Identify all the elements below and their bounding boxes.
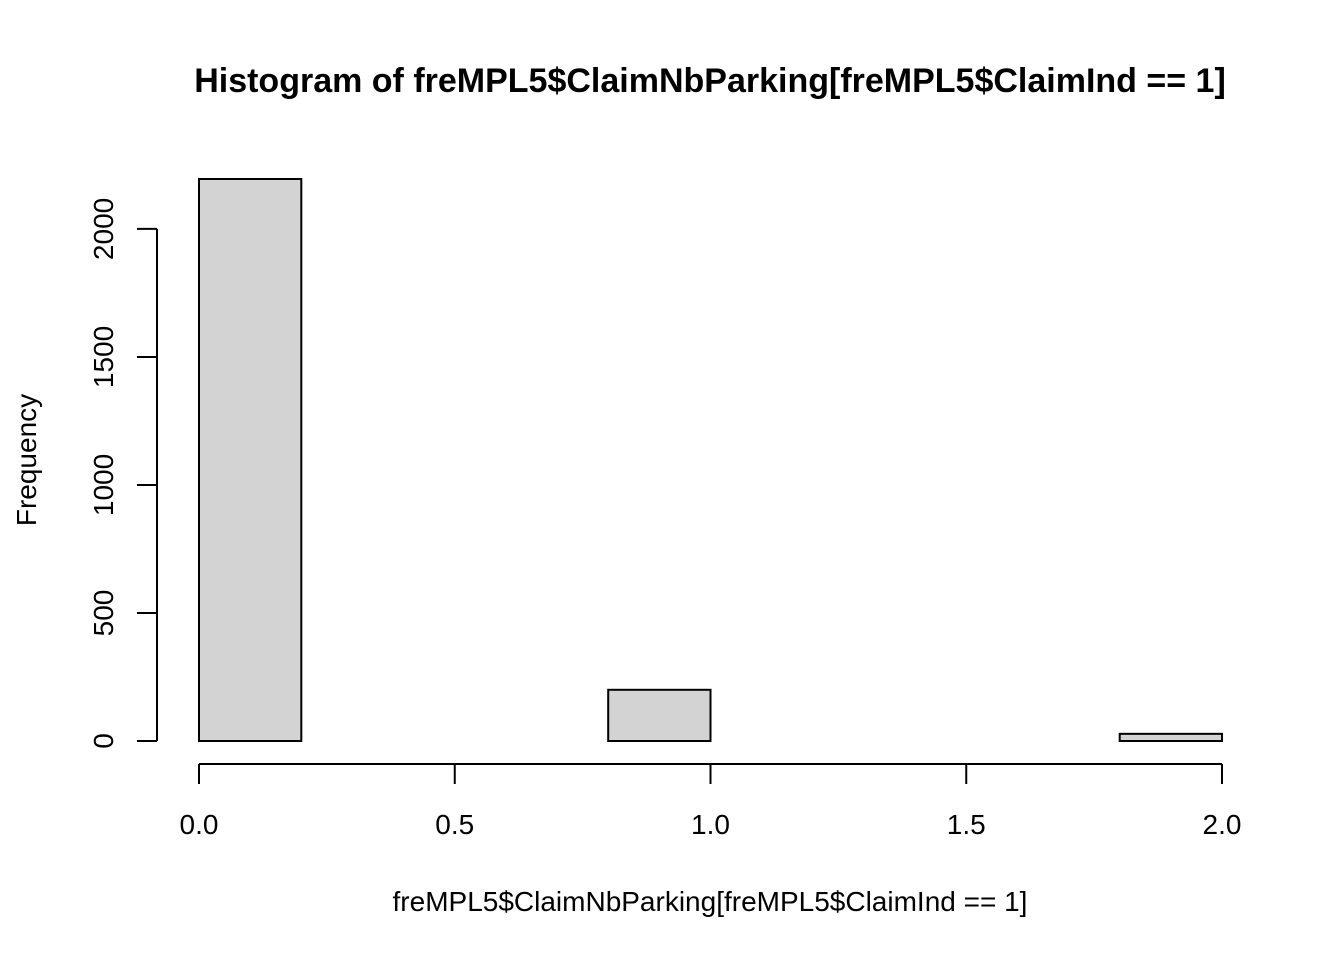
- y-tick-label: 500: [88, 590, 119, 637]
- y-tick-label: 2000: [88, 198, 119, 260]
- y-tick-label: 1000: [88, 454, 119, 516]
- x-tick-label: 2.0: [1203, 809, 1242, 840]
- x-tick-label: 0.5: [435, 809, 474, 840]
- histogram-bar: [1118, 732, 1223, 743]
- x-tick-label: 1.0: [691, 809, 730, 840]
- histogram-bar: [607, 688, 712, 743]
- x-axis-label: freMPL5$ClaimNbParking[freMPL5$ClaimInd …: [393, 886, 1028, 917]
- y-axis: 0 500 1000 1500 2000: [88, 198, 158, 749]
- y-tick-label: 0: [88, 733, 119, 749]
- x-tick-label: 0.0: [180, 809, 219, 840]
- histogram-bar: [198, 178, 303, 742]
- x-axis: 0.0 0.5 1.0 1.5 2.0: [180, 763, 1242, 840]
- x-tick-label: 1.5: [947, 809, 986, 840]
- y-axis-label: Frequency: [11, 394, 42, 526]
- chart-title: Histogram of freMPL5$ClaimNbParking[freM…: [194, 62, 1226, 100]
- bars-group: [198, 178, 1223, 743]
- y-tick-label: 1500: [88, 326, 119, 388]
